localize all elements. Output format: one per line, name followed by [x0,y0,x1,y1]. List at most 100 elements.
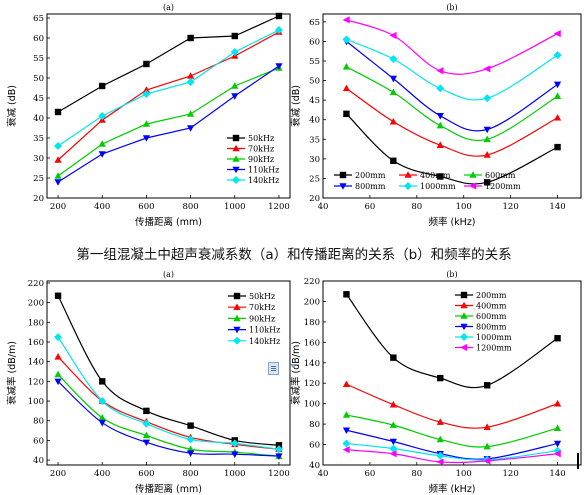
series-line [57,67,280,177]
data-point [54,352,62,360]
legend-label: 140kHz [248,176,279,185]
data-point [274,26,283,34]
x-tick-label: 80 [411,469,422,479]
data-point [553,92,562,100]
x-tick-label: 800 [182,202,198,212]
legend-marker [460,291,468,299]
series-1000mm [342,35,562,103]
y-tick-label: 40 [33,114,44,124]
legend-label: 140kHz [249,337,280,346]
legend-label: 1200mm [485,182,521,191]
legend-label: 50kHz [248,134,274,143]
y-tick-label: 45 [309,96,320,106]
data-point [142,86,151,93]
y-tick-label: 35 [309,135,320,145]
chart-title: (b) [446,270,457,279]
y-tick-label: 65 [309,18,320,28]
y-tick-label: 20 [309,194,320,204]
y-tick-label: 25 [33,174,44,184]
y-tick-label: 180 [28,318,44,328]
series-70kHz [54,28,283,163]
legend-label: 600mm [485,171,516,180]
series-line [57,336,280,450]
data-point [553,81,562,89]
data-point [389,400,397,408]
data-point [436,121,444,129]
legend-label: 110kHz [249,326,280,335]
plot-frame [46,13,291,199]
legend-marker [460,323,468,331]
legend-label: 90kHz [248,155,274,164]
data-point [142,90,151,98]
x-tick-label: 1000 [224,202,246,212]
y-tick-label: 200 [304,297,320,307]
data-point [554,335,561,342]
data-point [389,88,397,96]
data-point [186,110,195,117]
y-tick-label: 80 [309,420,320,430]
data-point [230,48,239,56]
legend-marker [460,343,468,352]
y-tick-label: 120 [28,377,44,387]
legend-label: 1200mm [476,344,512,353]
data-point [54,370,62,378]
data-point [231,82,239,89]
data-point [437,173,444,180]
series-line [345,293,558,389]
y-tick-label: 120 [304,379,320,389]
caret-down-icon[interactable] [290,364,296,368]
data-point [98,413,106,421]
data-point [342,35,351,44]
series-line [346,38,558,101]
document-icon[interactable] [268,362,279,375]
x-tick-label: 600 [138,202,154,212]
y-tick-label: 100 [304,400,320,410]
data-point [342,16,350,24]
series-line [57,15,280,113]
data-point [483,442,491,450]
legend-marker [233,314,241,322]
legend-label: 200mm [355,171,386,180]
x-axis-label: 频率 (kHz) [428,216,475,228]
y-tick-label: 50 [33,74,44,84]
y-tick-label: 60 [33,436,44,446]
legend-marker [460,301,468,309]
data-point [143,407,150,415]
y-tick-label: 220 [28,279,44,289]
data-point [54,156,62,163]
plot-frame [322,13,582,199]
legend-marker [232,155,240,162]
series-line [57,31,280,161]
legend-label: 110kHz [248,166,279,175]
y-tick-label: 220 [304,277,320,287]
series-400mm [342,84,562,158]
chart-title: (a) [163,270,174,279]
data-point [389,444,398,453]
data-point [186,78,195,86]
chart-title: (a) [163,3,174,12]
data-point [186,125,195,132]
legend-marker [469,182,477,190]
data-point [389,421,397,428]
data-point [143,60,150,68]
data-point [437,374,444,382]
legend-marker [460,312,468,319]
data-point [342,411,351,418]
plot-frame [46,280,291,466]
data-point [275,12,283,20]
plot-frame [322,280,582,466]
y-tick-label: 140 [28,358,44,368]
y-tick-label: 65 [33,14,44,24]
data-point [343,291,350,298]
data-point [342,439,351,448]
y-tick-label: 20 [33,194,44,204]
legend-label: 800mm [476,323,507,332]
data-point [553,113,562,121]
legend-marker [232,144,240,152]
x-tick-label: 200 [50,202,66,212]
figure-caption: 第一组混凝土中超声衰减系数（a）和传播距离的关系（b）和频率的关系 [76,247,512,263]
x-tick-label: 60 [364,469,375,479]
x-tick-label: 100 [456,202,472,212]
